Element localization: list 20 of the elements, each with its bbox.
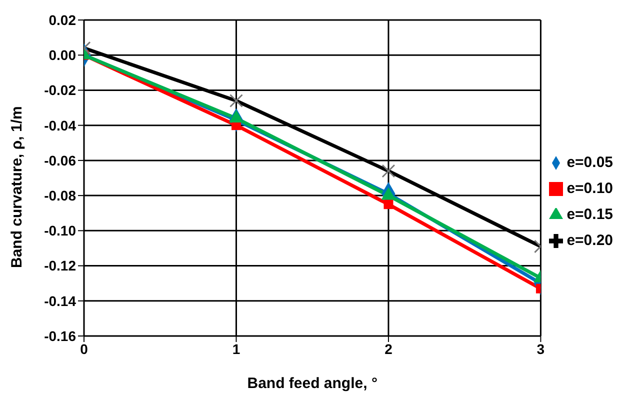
y-tick-label: 0.02	[48, 12, 76, 28]
legend-label: e=0.05	[566, 154, 613, 171]
y-tick-label: -0.06	[44, 152, 76, 168]
y-axis-title: Band curvature, ρ, 1/m	[8, 106, 26, 268]
y-tick-label: -0.04	[44, 117, 76, 134]
y-tick-label: -0.10	[44, 222, 76, 239]
legend-label: e=0.15	[566, 206, 613, 223]
y-tick-label: -0.16	[44, 328, 76, 344]
y-tick-label: -0.14	[44, 292, 76, 309]
x-tick-label: 0	[80, 340, 88, 357]
legend-label: e=0.20	[566, 232, 613, 249]
y-tick-label: -0.08	[44, 188, 76, 204]
x-tick-label: 1	[232, 340, 240, 357]
y-tick-label: 0.00	[48, 47, 76, 64]
x-tick-label: 3	[536, 340, 545, 357]
y-tick-label: -0.12	[44, 258, 76, 274]
legend-label: e=0.10	[566, 180, 613, 197]
y-tick-label: -0.02	[44, 82, 76, 98]
x-axis-title: Band feed angle, °	[247, 375, 378, 392]
x-tick-label: 2	[384, 340, 393, 357]
